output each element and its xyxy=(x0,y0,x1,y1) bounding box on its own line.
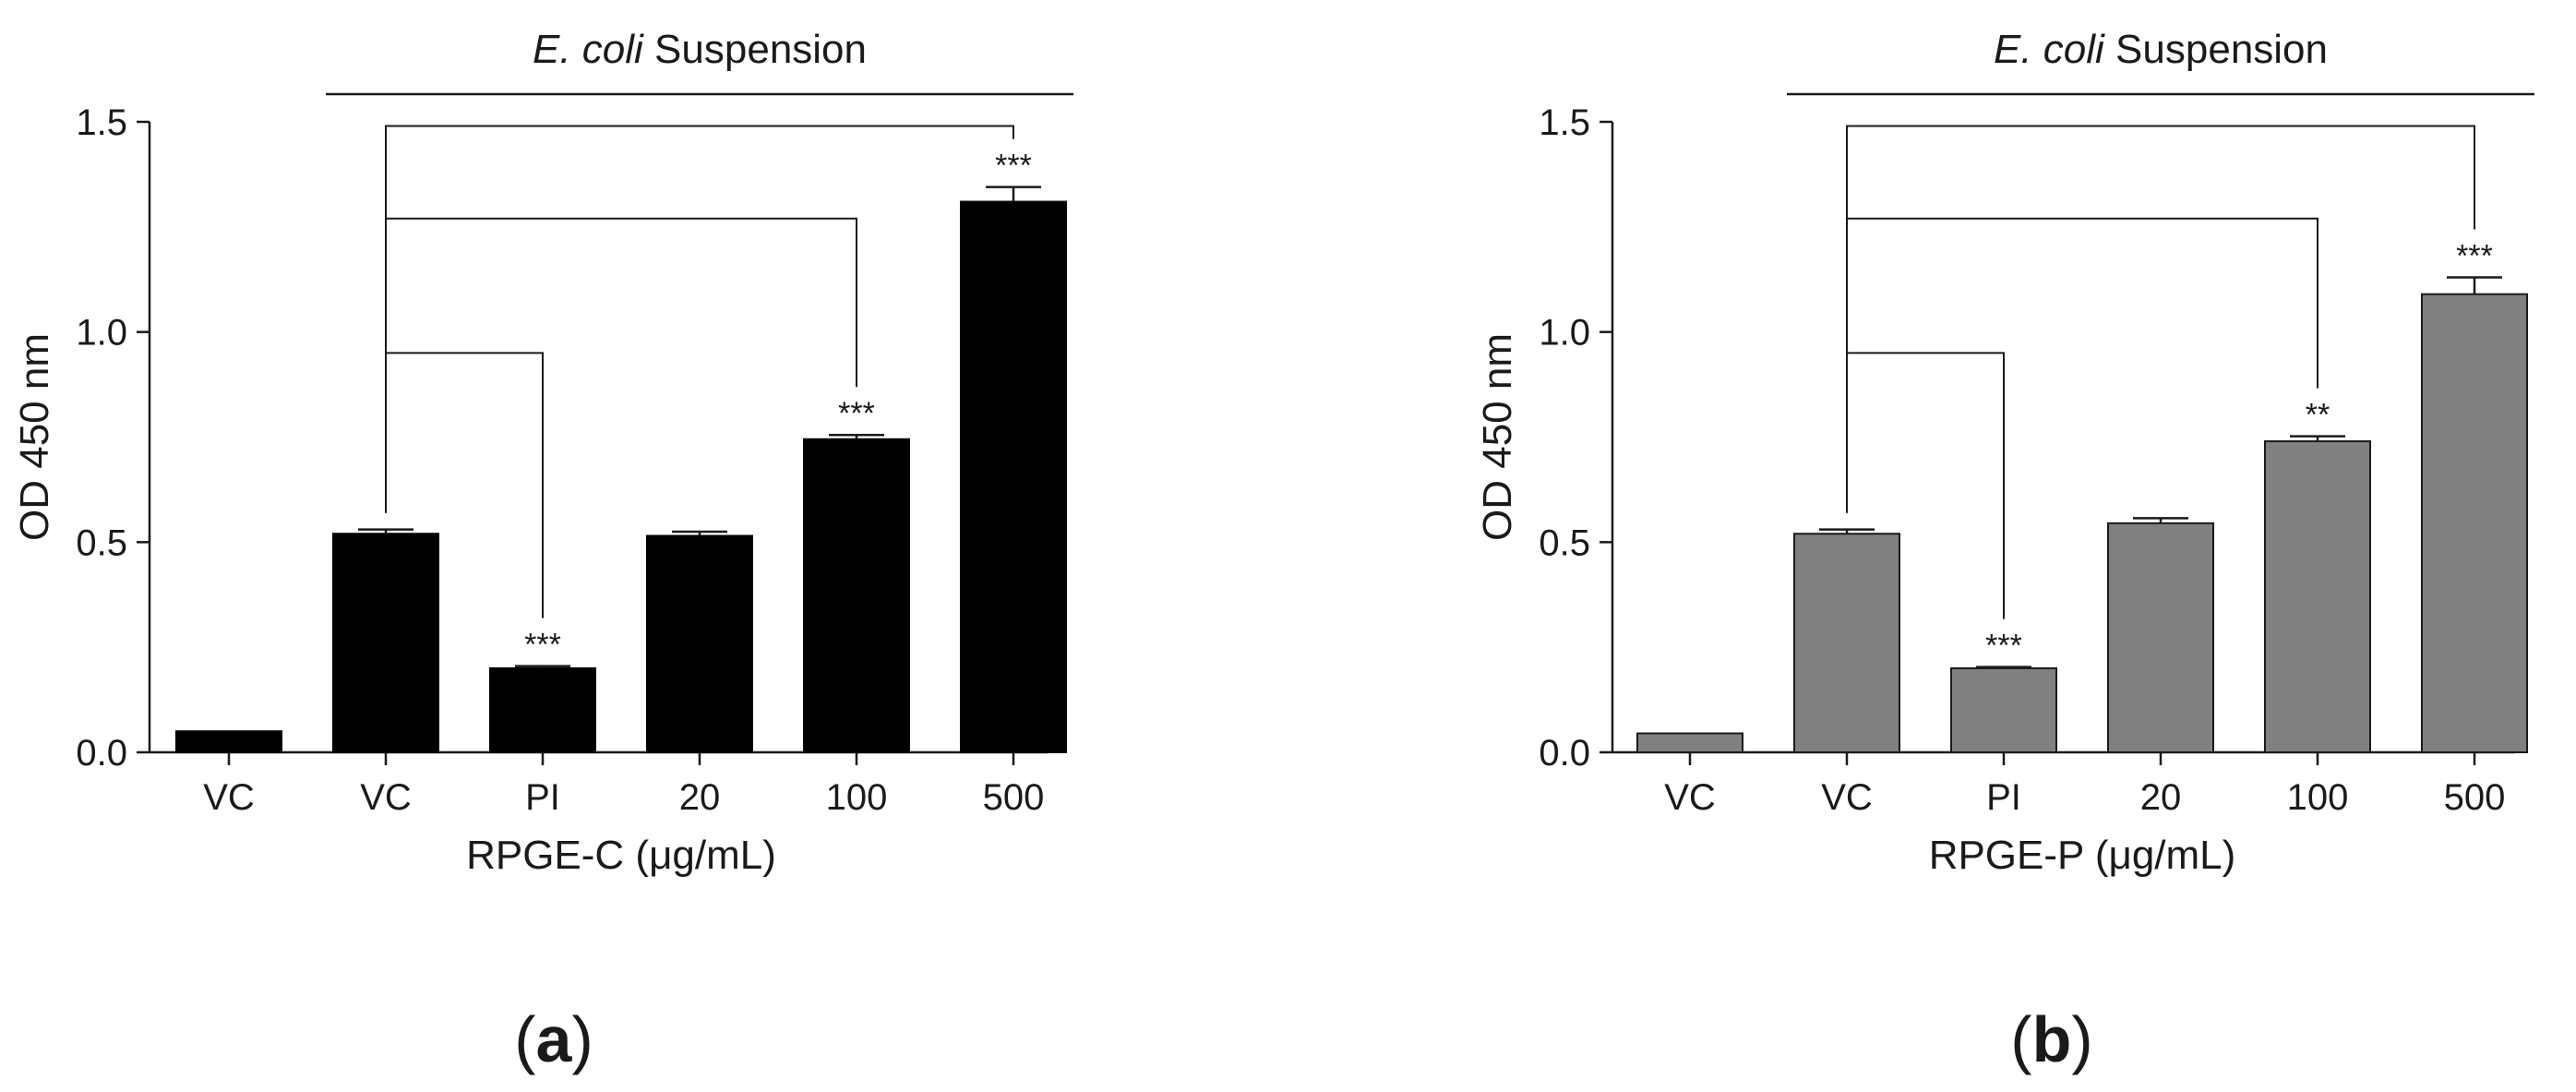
bar-chart-a: 0.0 0.5 1.0 1.5 VC VC PI *** 20 100 *** 500 *** E. co… xyxy=(12,27,1073,1075)
y-tick-label-a: 0.0 xyxy=(76,733,127,774)
significance-label-b: *** xyxy=(2456,238,2493,273)
comparison-bracket-b xyxy=(1846,217,2318,513)
suspension-label-b: E. coli Suspension xyxy=(1994,27,2328,72)
bar-a xyxy=(332,533,439,754)
y-tick-label-b: 1.0 xyxy=(1539,313,1590,354)
bar-a xyxy=(175,730,282,754)
bar-b xyxy=(1636,732,1743,754)
x-tick-label-a: 500 xyxy=(983,777,1045,818)
bar-b xyxy=(1950,666,2057,754)
bar-b xyxy=(2264,440,2371,753)
x-tick-label-a: VC xyxy=(203,777,255,818)
bar-chart-b: 0.0 0.5 1.0 1.5 VC VC PI *** 20 100 ** 500 *** E. col… xyxy=(1475,27,2534,1075)
x-axis-title-b: RPGE-P (μg/mL) xyxy=(1929,833,2236,878)
x-tick-label-a: 100 xyxy=(826,777,888,818)
significance-label-a: *** xyxy=(995,149,1032,184)
bar-b xyxy=(2421,293,2528,753)
bar-a xyxy=(960,200,1067,754)
bar-a xyxy=(803,438,910,753)
x-tick-label-b: 20 xyxy=(2140,777,2182,818)
bar-a xyxy=(646,534,753,754)
x-tick-label-b: PI xyxy=(1986,777,2021,818)
y-tick-label-b: 0.0 xyxy=(1539,733,1590,774)
x-tick-label-b: VC xyxy=(1821,777,1873,818)
x-tick-label-b: 100 xyxy=(2287,777,2349,818)
plot-area-a: 0.0 0.5 1.0 1.5 VC VC PI *** 20 100 *** 500 *** E. co… xyxy=(12,27,1073,878)
y-tick-label-b: 0.5 xyxy=(1539,522,1590,563)
x-tick-label-b: 500 xyxy=(2444,777,2506,818)
y-tick-label-a: 1.0 xyxy=(76,313,127,354)
significance-label-b: ** xyxy=(2306,398,2330,433)
panel-label-a: (a) xyxy=(514,1003,593,1075)
suspension-label-text-a: Suspension xyxy=(643,27,867,72)
y-tick-label-a: 0.5 xyxy=(76,522,127,563)
x-tick-label-a: 20 xyxy=(679,777,721,818)
bar-b xyxy=(1793,533,1900,754)
x-tick-label-a: PI xyxy=(525,777,560,818)
y-axis-title-a: OD 450 nm xyxy=(12,333,57,541)
suspension-label-organism-a: E. coli xyxy=(533,27,644,72)
bar-b xyxy=(2107,522,2214,753)
comparison-bracket-a xyxy=(385,217,857,513)
suspension-label-a: E. coli Suspension xyxy=(533,27,867,72)
significance-label-b: *** xyxy=(1985,629,2022,664)
suspension-label-text-b: Suspension xyxy=(2104,27,2328,72)
comparison-bracket-a xyxy=(385,125,1014,513)
x-tick-label-a: VC xyxy=(360,777,412,818)
y-tick-label-b: 1.5 xyxy=(1539,102,1590,143)
suspension-label-organism-b: E. coli xyxy=(1994,27,2105,72)
panel-label-b: (b) xyxy=(2010,1003,2092,1075)
y-axis-title-b: OD 450 nm xyxy=(1475,333,1520,541)
x-axis-title-a: RPGE-C (μg/mL) xyxy=(466,833,776,878)
y-tick-label-a: 1.5 xyxy=(76,102,127,143)
comparison-bracket-b xyxy=(1846,125,2475,513)
bar-a xyxy=(489,666,596,754)
x-tick-label-b: VC xyxy=(1664,777,1716,818)
significance-label-a: *** xyxy=(838,396,875,431)
significance-label-a: *** xyxy=(524,628,561,663)
plot-area-b: 0.0 0.5 1.0 1.5 VC VC PI *** 20 100 ** 500 *** E. col… xyxy=(1475,27,2534,878)
